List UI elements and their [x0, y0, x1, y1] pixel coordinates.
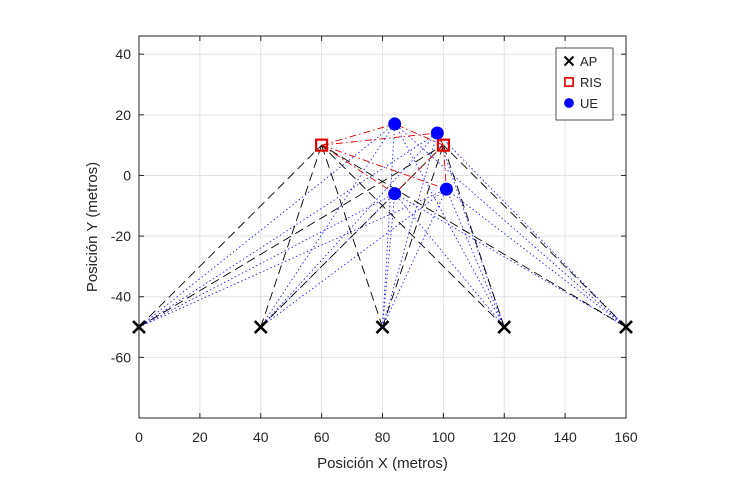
ap-ris-link: [321, 145, 383, 328]
ue-marker: [388, 117, 402, 131]
ap-ris-link: [442, 145, 505, 328]
marker-stroke: [563, 55, 575, 67]
x-tick-label: 140: [553, 429, 577, 445]
ap-ris-link: [138, 144, 444, 328]
ap-ue-link: [394, 193, 627, 328]
ticks: 0 20 40 60 80 100 120 140 160 40 20 0 -20 -40 -60: [111, 36, 638, 445]
marker-stroke: [132, 320, 146, 334]
ap-ue-link: [394, 123, 505, 328]
ris-marker: [436, 138, 450, 152]
ris-ue-link: [321, 144, 395, 195]
ris-ue-link: [394, 144, 444, 194]
ap-ue-link: [382, 132, 438, 328]
legend-label: UE: [580, 96, 598, 111]
ap-ris-link: [443, 144, 627, 328]
x-axis-label: Posición X (metros): [317, 455, 448, 472]
ap-ris-link: [260, 145, 323, 328]
ap-ris-link: [321, 144, 627, 328]
ris-ue-link: [321, 123, 395, 146]
ue-marker: [439, 182, 453, 196]
legend-ris-marker: [564, 77, 574, 87]
marker-stroke: [253, 320, 268, 334]
marker-stroke: [375, 320, 390, 334]
ap-marker: [132, 320, 146, 334]
ris-ue-link: [321, 132, 438, 146]
y-tick-label: -60: [111, 349, 131, 365]
ap-marker: [619, 320, 633, 334]
ris-ue-link: [394, 123, 444, 146]
legend-label: AP: [580, 54, 597, 69]
ap-ue-link: [382, 188, 447, 328]
ap-marker: [253, 320, 268, 334]
ap-ue-link: [138, 188, 447, 328]
ue-marker: [388, 187, 402, 201]
legend-ap-marker: [563, 55, 575, 67]
ap-ue-link: [394, 193, 505, 328]
ap-ris-link: [260, 144, 444, 328]
legend-ue-marker: [564, 98, 574, 108]
ap-ue-link: [138, 123, 395, 328]
ap-ris-link: [138, 144, 322, 328]
x-tick-label: 160: [614, 429, 638, 445]
ap-ue-link: [436, 132, 627, 328]
y-tick-label: 40: [115, 46, 131, 62]
ap-marker: [497, 320, 512, 334]
links: [138, 123, 627, 328]
ap-ris-link: [382, 145, 444, 328]
y-axis-label: Posición Y (metros): [84, 162, 101, 292]
markers: [132, 117, 633, 334]
marker-stroke: [497, 320, 512, 334]
x-tick-label: 40: [253, 429, 269, 445]
y-tick-label: -40: [111, 289, 131, 305]
y-tick-label: -20: [111, 228, 131, 244]
ap-ue-link: [260, 188, 447, 328]
x-tick-label: 100: [432, 429, 456, 445]
marker-stroke: [619, 320, 633, 334]
ap-ue-link: [138, 193, 395, 328]
ue-marker: [430, 126, 444, 140]
ap-ue-link: [446, 188, 627, 328]
legend-label: RIS: [580, 75, 602, 90]
x-tick-label: 120: [493, 429, 517, 445]
y-tick-label: 0: [123, 167, 131, 183]
ap-ue-link: [138, 132, 438, 328]
ap-ue-link: [260, 123, 396, 328]
x-tick-label: 60: [314, 429, 330, 445]
legend: AP RIS UE: [555, 47, 614, 121]
x-tick-label: 20: [192, 429, 208, 445]
ap-ris-link: [321, 144, 505, 328]
y-tick-label: 20: [115, 107, 131, 123]
ap-marker: [375, 320, 390, 334]
x-tick-label: 0: [135, 429, 143, 445]
ap-ue-link: [394, 123, 627, 328]
ris-marker: [315, 138, 329, 152]
ap-ue-link: [446, 188, 505, 328]
x-tick-label: 80: [375, 429, 391, 445]
